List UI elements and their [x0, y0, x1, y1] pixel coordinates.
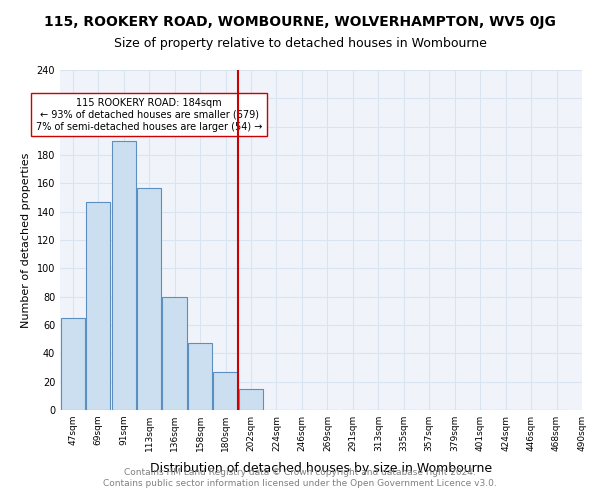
- Text: Size of property relative to detached houses in Wombourne: Size of property relative to detached ho…: [113, 38, 487, 51]
- Bar: [163, 296, 187, 410]
- Bar: [239, 389, 263, 410]
- Bar: [137, 188, 161, 410]
- Y-axis label: Number of detached properties: Number of detached properties: [21, 152, 31, 328]
- Text: Contains HM Land Registry data © Crown copyright and database right 2024.
Contai: Contains HM Land Registry data © Crown c…: [103, 468, 497, 487]
- Bar: [86, 202, 110, 410]
- Bar: [61, 318, 85, 410]
- Bar: [112, 141, 136, 410]
- Bar: [188, 344, 212, 410]
- X-axis label: Distribution of detached houses by size in Wombourne: Distribution of detached houses by size …: [150, 462, 492, 475]
- Text: 115, ROOKERY ROAD, WOMBOURNE, WOLVERHAMPTON, WV5 0JG: 115, ROOKERY ROAD, WOMBOURNE, WOLVERHAMP…: [44, 15, 556, 29]
- Text: 115 ROOKERY ROAD: 184sqm
← 93% of detached houses are smaller (679)
7% of semi-d: 115 ROOKERY ROAD: 184sqm ← 93% of detach…: [36, 98, 262, 132]
- Bar: [214, 372, 238, 410]
